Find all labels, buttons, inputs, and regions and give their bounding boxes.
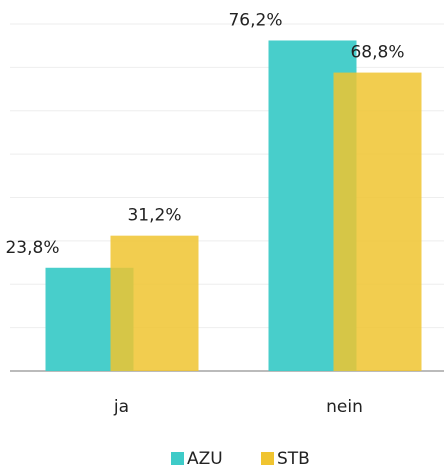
value-label: 76,2% (228, 10, 282, 30)
x-tick-label: nein (326, 397, 363, 417)
legend-label: STB (277, 449, 310, 469)
bar (110, 235, 199, 371)
legend-label: AZU (187, 449, 223, 469)
bar (333, 72, 422, 371)
value-label: 68,8% (350, 43, 404, 63)
value-label: 23,8% (5, 238, 59, 258)
legend-swatch (171, 452, 184, 465)
value-label: 31,2% (127, 206, 181, 226)
legend-swatch (261, 452, 274, 465)
x-tick-label: ja (113, 397, 129, 417)
